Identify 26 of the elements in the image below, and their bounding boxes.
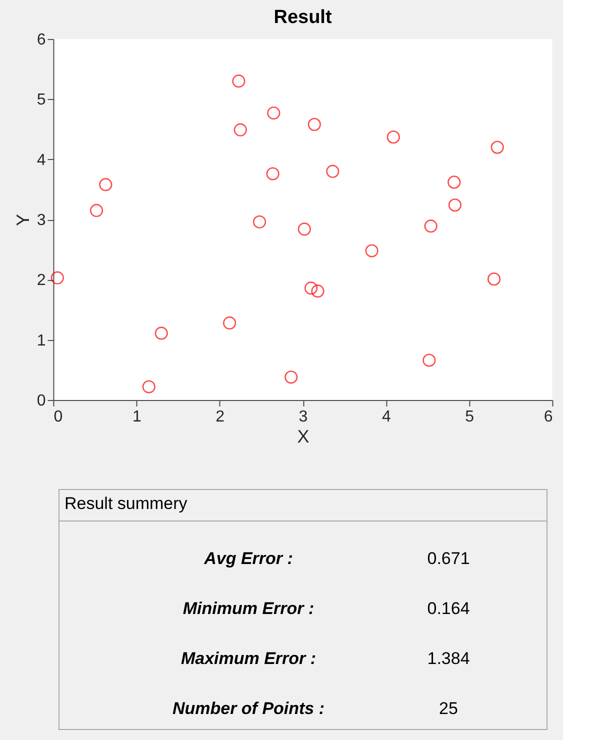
y-tick-label: 0 — [36, 392, 46, 410]
text: Maximum Error : — [180, 649, 316, 668]
x-tick-label: 1 — [132, 408, 142, 426]
y-tick-label: 2 — [36, 272, 46, 290]
text: 1.384 — [427, 649, 470, 668]
x-axis-title: X — [297, 426, 310, 446]
text: 0.164 — [427, 599, 470, 618]
text: 0.671 — [427, 549, 470, 568]
x-tick-label: 3 — [298, 408, 308, 426]
y-tick-label: 5 — [36, 92, 46, 109]
x-tick-label: 5 — [465, 408, 474, 426]
y-tick-label: 6 — [36, 32, 46, 48]
text: Avg Error : — [203, 549, 293, 568]
y-tick-label: 3 — [36, 212, 46, 229]
x-tick-label: 0 — [54, 408, 63, 426]
y-tick-label: 1 — [36, 332, 46, 350]
text: Result summery — [64, 494, 188, 513]
text: Number of Points : — [172, 699, 325, 718]
text: Minimum Error : — [182, 599, 314, 618]
chart-title: Result — [274, 7, 332, 28]
text: 25 — [439, 699, 458, 718]
x-tick-label: 6 — [544, 408, 553, 426]
x-tick-label: 2 — [216, 408, 225, 426]
y-axis-title: Y — [12, 214, 33, 226]
y-tick-label: 4 — [36, 152, 46, 169]
x-tick-label: 4 — [382, 408, 391, 426]
